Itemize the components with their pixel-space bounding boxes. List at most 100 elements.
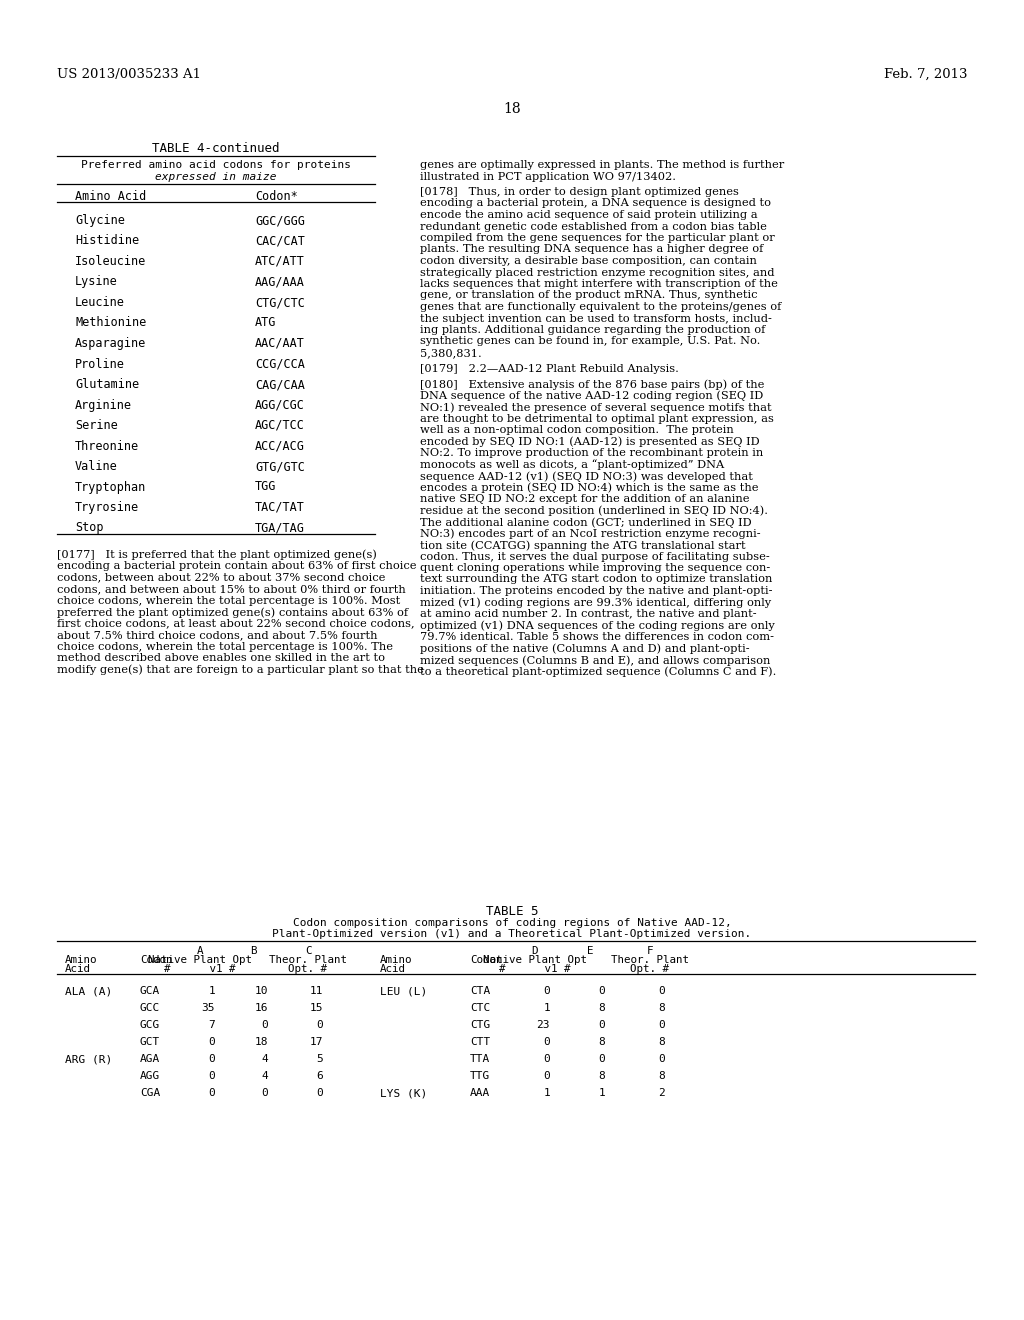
Text: The additional alanine codon (GCT; underlined in SEQ ID: The additional alanine codon (GCT; under… — [420, 517, 752, 528]
Text: [0177]   It is preferred that the plant optimized gene(s): [0177] It is preferred that the plant op… — [57, 549, 377, 560]
Text: 0: 0 — [598, 986, 605, 997]
Text: at amino acid number 2. In contrast, the native and plant-: at amino acid number 2. In contrast, the… — [420, 609, 757, 619]
Text: LYS (K): LYS (K) — [380, 1088, 427, 1098]
Text: TGG: TGG — [255, 480, 276, 494]
Text: 0: 0 — [544, 986, 550, 997]
Text: AAG/AAA: AAG/AAA — [255, 276, 305, 289]
Text: 18: 18 — [503, 102, 521, 116]
Text: 0: 0 — [544, 1053, 550, 1064]
Text: monocots as well as dicots, a “plant-optimized” DNA: monocots as well as dicots, a “plant-opt… — [420, 459, 724, 470]
Text: Native Plant Opt: Native Plant Opt — [148, 954, 252, 965]
Text: NO:2. To improve production of the recombinant protein in: NO:2. To improve production of the recom… — [420, 447, 763, 458]
Text: about 7.5% third choice codons, and about 7.5% fourth: about 7.5% third choice codons, and abou… — [57, 630, 378, 640]
Text: tion site (CCATGG) spanning the ATG translational start: tion site (CCATGG) spanning the ATG tran… — [420, 540, 745, 550]
Text: 16: 16 — [255, 1003, 268, 1012]
Text: encodes a protein (SEQ ID NO:4) which is the same as the: encodes a protein (SEQ ID NO:4) which is… — [420, 483, 759, 494]
Text: Tryptophan: Tryptophan — [75, 480, 146, 494]
Text: 7: 7 — [208, 1020, 215, 1030]
Text: 5: 5 — [316, 1053, 323, 1064]
Text: CTC: CTC — [470, 1003, 490, 1012]
Text: US 2013/0035233 A1: US 2013/0035233 A1 — [57, 69, 201, 81]
Text: first choice codons, at least about 22% second choice codons,: first choice codons, at least about 22% … — [57, 619, 415, 628]
Text: encoding a bacterial protein contain about 63% of first choice: encoding a bacterial protein contain abo… — [57, 561, 417, 572]
Text: #      v1 #: # v1 # — [500, 964, 570, 974]
Text: Acid: Acid — [380, 964, 406, 974]
Text: Asparagine: Asparagine — [75, 337, 146, 350]
Text: CTA: CTA — [470, 986, 490, 997]
Text: TAC/TAT: TAC/TAT — [255, 502, 305, 513]
Text: Proline: Proline — [75, 358, 125, 371]
Text: TABLE 4-continued: TABLE 4-continued — [153, 143, 280, 154]
Text: NO:3) encodes part of an NcoI restriction enzyme recogni-: NO:3) encodes part of an NcoI restrictio… — [420, 528, 761, 539]
Text: Codon: Codon — [470, 954, 503, 965]
Text: quent cloning operations while improving the sequence con-: quent cloning operations while improving… — [420, 564, 770, 573]
Text: 79.7% identical. Table 5 shows the differences in codon com-: 79.7% identical. Table 5 shows the diffe… — [420, 632, 774, 642]
Text: the subject invention can be used to transform hosts, includ-: the subject invention can be used to tra… — [420, 314, 772, 323]
Text: 2: 2 — [658, 1088, 665, 1098]
Text: 0: 0 — [316, 1020, 323, 1030]
Text: modify gene(s) that are foreign to a particular plant so that the: modify gene(s) that are foreign to a par… — [57, 664, 424, 675]
Text: CTG: CTG — [470, 1020, 490, 1030]
Text: 0: 0 — [658, 1020, 665, 1030]
Text: Codon composition comparisons of coding regions of Native AAD-12,: Codon composition comparisons of coding … — [293, 917, 731, 928]
Text: GCG: GCG — [140, 1020, 160, 1030]
Text: ATG: ATG — [255, 317, 276, 330]
Text: TTG: TTG — [470, 1071, 490, 1081]
Text: 0: 0 — [544, 1071, 550, 1081]
Text: [0178]   Thus, in order to design plant optimized genes: [0178] Thus, in order to design plant op… — [420, 187, 739, 197]
Text: AGG/CGC: AGG/CGC — [255, 399, 305, 412]
Text: Codon*: Codon* — [255, 190, 298, 203]
Text: Amino: Amino — [65, 954, 97, 965]
Text: mized (v1) coding regions are 99.3% identical, differing only: mized (v1) coding regions are 99.3% iden… — [420, 598, 771, 609]
Text: codon diversity, a desirable base composition, can contain: codon diversity, a desirable base compos… — [420, 256, 757, 267]
Text: 15: 15 — [309, 1003, 323, 1012]
Text: lacks sequences that might interfere with transcription of the: lacks sequences that might interfere wit… — [420, 279, 778, 289]
Text: DNA sequence of the native AAD-12 coding region (SEQ ID: DNA sequence of the native AAD-12 coding… — [420, 391, 763, 401]
Text: CCG/CCA: CCG/CCA — [255, 358, 305, 371]
Text: Preferred amino acid codons for proteins: Preferred amino acid codons for proteins — [81, 160, 351, 170]
Text: Leucine: Leucine — [75, 296, 125, 309]
Text: 8: 8 — [598, 1071, 605, 1081]
Text: Histidine: Histidine — [75, 235, 139, 248]
Text: Glycine: Glycine — [75, 214, 125, 227]
Text: #      v1 #: # v1 # — [164, 964, 236, 974]
Text: Opt. #: Opt. # — [289, 964, 328, 974]
Text: 0: 0 — [261, 1020, 268, 1030]
Text: 23: 23 — [537, 1020, 550, 1030]
Text: GTG/GTC: GTG/GTC — [255, 459, 305, 473]
Text: 18: 18 — [255, 1038, 268, 1047]
Text: [0180]   Extensive analysis of the 876 base pairs (bp) of the: [0180] Extensive analysis of the 876 bas… — [420, 379, 764, 389]
Text: B: B — [250, 946, 256, 956]
Text: GCA: GCA — [140, 986, 160, 997]
Text: CAG/CAA: CAG/CAA — [255, 378, 305, 391]
Text: 0: 0 — [316, 1088, 323, 1098]
Text: AGC/TCC: AGC/TCC — [255, 418, 305, 432]
Text: D: D — [531, 946, 539, 956]
Text: 0: 0 — [598, 1020, 605, 1030]
Text: 35: 35 — [202, 1003, 215, 1012]
Text: 5,380,831.: 5,380,831. — [420, 348, 481, 358]
Text: AAC/AAT: AAC/AAT — [255, 337, 305, 350]
Text: CTG/CTC: CTG/CTC — [255, 296, 305, 309]
Text: preferred the plant optimized gene(s) contains about 63% of: preferred the plant optimized gene(s) co… — [57, 607, 409, 618]
Text: 4: 4 — [261, 1053, 268, 1064]
Text: 8: 8 — [658, 1038, 665, 1047]
Text: TABLE 5: TABLE 5 — [485, 906, 539, 917]
Text: mized sequences (Columns B and E), and allows comparison: mized sequences (Columns B and E), and a… — [420, 655, 770, 665]
Text: 0: 0 — [208, 1071, 215, 1081]
Text: native SEQ ID NO:2 except for the addition of an alanine: native SEQ ID NO:2 except for the additi… — [420, 494, 750, 504]
Text: Opt. #: Opt. # — [631, 964, 670, 974]
Text: codon. Thus, it serves the dual purpose of facilitating subse-: codon. Thus, it serves the dual purpose … — [420, 552, 770, 561]
Text: Tryrosine: Tryrosine — [75, 502, 139, 513]
Text: Glutamine: Glutamine — [75, 378, 139, 391]
Text: to a theoretical plant-optimized sequence (Columns C and F).: to a theoretical plant-optimized sequenc… — [420, 667, 776, 677]
Text: GCT: GCT — [140, 1038, 160, 1047]
Text: NO:1) revealed the presence of several sequence motifs that: NO:1) revealed the presence of several s… — [420, 403, 772, 413]
Text: 17: 17 — [309, 1038, 323, 1047]
Text: GGC/GGG: GGC/GGG — [255, 214, 305, 227]
Text: compiled from the gene sequences for the particular plant or: compiled from the gene sequences for the… — [420, 234, 775, 243]
Text: Arginine: Arginine — [75, 399, 132, 412]
Text: 1: 1 — [544, 1088, 550, 1098]
Text: Plant-Optimized version (v1) and a Theoretical Plant-Optimized version.: Plant-Optimized version (v1) and a Theor… — [272, 929, 752, 939]
Text: method described above enables one skilled in the art to: method described above enables one skill… — [57, 653, 385, 663]
